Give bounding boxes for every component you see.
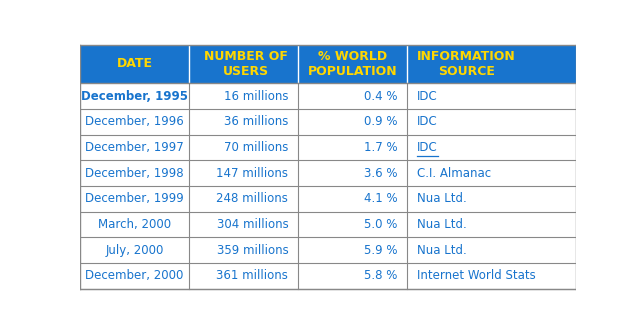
Text: 5.8 %: 5.8 % <box>364 269 397 282</box>
Bar <box>80 83 576 109</box>
Text: NUMBER OF
USERS: NUMBER OF USERS <box>204 50 288 78</box>
Text: % WORLD
POPULATION: % WORLD POPULATION <box>308 50 397 78</box>
Text: 0.9 %: 0.9 % <box>364 115 397 128</box>
Text: 5.0 %: 5.0 % <box>364 218 397 231</box>
Bar <box>80 109 576 135</box>
Text: IDC: IDC <box>417 89 438 103</box>
Text: December, 1996: December, 1996 <box>85 115 184 128</box>
Text: 1.7 %: 1.7 % <box>364 141 397 154</box>
Text: Nua Ltd.: Nua Ltd. <box>417 218 467 231</box>
Bar <box>80 160 576 186</box>
Text: 304 millions: 304 millions <box>216 218 288 231</box>
Text: C.I. Almanac: C.I. Almanac <box>417 167 492 180</box>
Bar <box>80 135 576 160</box>
Bar <box>80 212 576 237</box>
Bar <box>80 186 576 212</box>
Text: 5.9 %: 5.9 % <box>364 244 397 257</box>
Text: Internet World Stats: Internet World Stats <box>417 269 536 282</box>
Text: INFORMATION
SOURCE: INFORMATION SOURCE <box>417 50 516 78</box>
Text: IDC: IDC <box>417 115 438 128</box>
Text: July, 2000: July, 2000 <box>106 244 164 257</box>
Text: December, 1999: December, 1999 <box>85 192 184 205</box>
Bar <box>80 263 576 289</box>
Text: 248 millions: 248 millions <box>216 192 288 205</box>
Text: December, 2000: December, 2000 <box>85 269 184 282</box>
Text: 361 millions: 361 millions <box>216 269 288 282</box>
Text: IDC: IDC <box>417 141 438 154</box>
Text: 36 millions: 36 millions <box>224 115 288 128</box>
Text: December, 1998: December, 1998 <box>85 167 184 180</box>
Text: December, 1995: December, 1995 <box>81 89 188 103</box>
Bar <box>80 237 576 263</box>
Text: 147 millions: 147 millions <box>216 167 288 180</box>
Text: March, 2000: March, 2000 <box>98 218 171 231</box>
Text: DATE: DATE <box>116 57 152 70</box>
Bar <box>80 45 576 83</box>
Text: 4.1 %: 4.1 % <box>364 192 397 205</box>
Text: 0.4 %: 0.4 % <box>364 89 397 103</box>
Text: Nua Ltd.: Nua Ltd. <box>417 244 467 257</box>
Text: 16 millions: 16 millions <box>224 89 288 103</box>
Text: December, 1997: December, 1997 <box>85 141 184 154</box>
Text: 70 millions: 70 millions <box>224 141 288 154</box>
Text: 359 millions: 359 millions <box>216 244 288 257</box>
Text: Nua Ltd.: Nua Ltd. <box>417 192 467 205</box>
Text: 3.6 %: 3.6 % <box>364 167 397 180</box>
